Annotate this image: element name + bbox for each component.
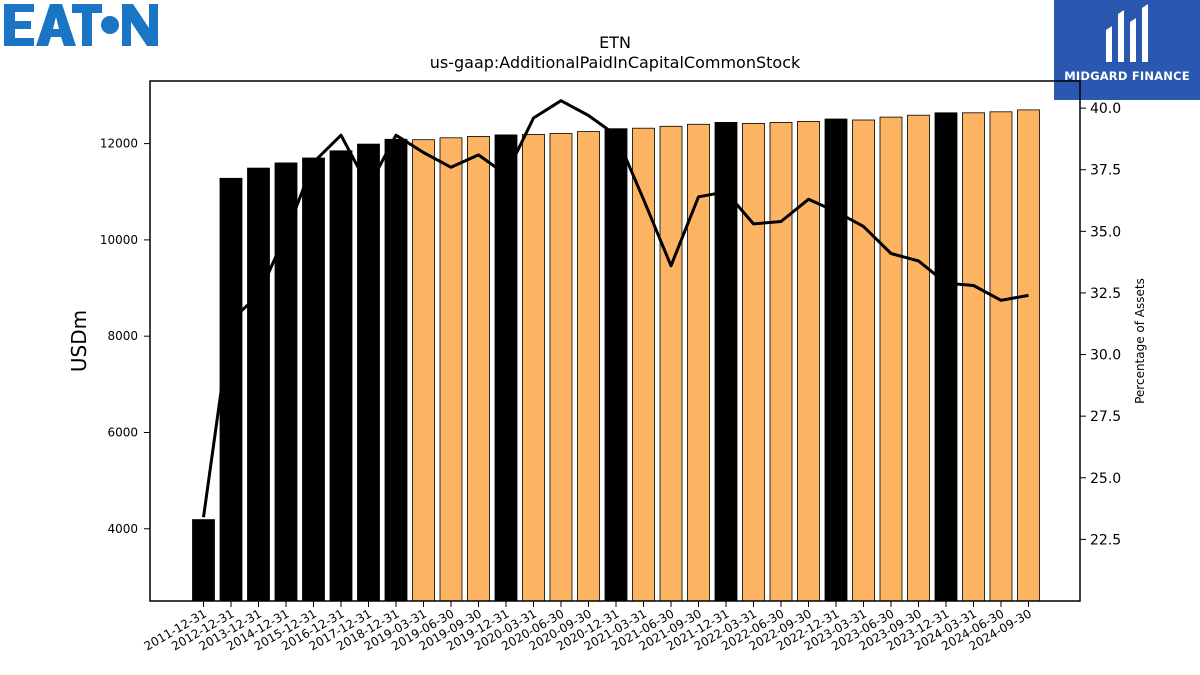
logo-letter-t <box>72 4 102 46</box>
logo-letter-o <box>101 16 119 34</box>
y-tick-label-6000: 6000 <box>107 425 138 439</box>
bar-2023-09-30 <box>907 114 930 602</box>
line-layer <box>202 99 1029 518</box>
bar-2018-12-31 <box>384 138 408 602</box>
eaton-logo <box>4 4 160 48</box>
bar-2011-12-31 <box>192 519 215 602</box>
bar-2019-09-30 <box>467 135 490 602</box>
bar-2015-12-31 <box>302 157 325 602</box>
y-axis-right: 22.5 25.0 27.5 30.0 32.5 35.0 37.5 40.0 <box>1080 101 1121 548</box>
bar-2022-03-31 <box>742 123 765 602</box>
y2-tick-label-27.5: 27.5 <box>1090 409 1121 425</box>
bar-2021-06-30 <box>659 125 683 602</box>
y2-tick-label-35.0: 35.0 <box>1090 224 1121 240</box>
y-tick-label-8000: 8000 <box>107 329 138 343</box>
bar-2014-12-31 <box>274 162 298 602</box>
midgard-finance-name: MIDGARD FINANCE <box>1064 69 1190 83</box>
bar-2023-12-31 <box>934 112 958 602</box>
y-axis-left: 4000 6000 8000 10000 12000 <box>100 137 150 536</box>
bar-2020-03-31 <box>522 133 545 602</box>
y2-tick-label-37.5: 37.5 <box>1090 163 1121 179</box>
plot-frame <box>149 80 1081 602</box>
y2-tick-label-32.5: 32.5 <box>1090 286 1121 302</box>
bar-2022-09-30 <box>797 121 820 602</box>
bar-2013-12-31 <box>247 167 270 602</box>
y2-axis-label: Percentage of Assets <box>1133 278 1147 404</box>
bar-2019-06-30 <box>439 137 463 602</box>
midgard-finance-logo: MIDGARD FINANCE <box>1054 0 1200 100</box>
bar-2022-06-30 <box>769 122 793 602</box>
bar-2024-06-30 <box>989 111 1013 602</box>
logo-letter-n <box>122 4 158 46</box>
chart-title: ETN <box>599 33 631 52</box>
bar-2017-12-31 <box>357 143 380 602</box>
logo-letter-a <box>36 4 76 46</box>
y-tick-label-4000: 4000 <box>107 522 138 536</box>
pct-of-assets-line <box>202 99 1029 518</box>
y2-tick-label-25.0: 25.0 <box>1090 471 1121 487</box>
y-axis-label: USDm <box>67 310 91 372</box>
y2-tick-label-22.5: 22.5 <box>1090 532 1121 548</box>
bar-2023-03-31 <box>852 119 875 602</box>
bar-2020-06-30 <box>549 133 573 602</box>
chart-subtitle: us-gaap:AdditionalPaidInCapitalCommonSto… <box>430 53 801 72</box>
y2-tick-label-40.0: 40.0 <box>1090 101 1121 117</box>
bar-2012-12-31 <box>219 177 243 602</box>
y2-tick-label-30.0: 30.0 <box>1090 348 1121 364</box>
bar-2022-12-31 <box>824 118 848 602</box>
x-axis: 2011-12-312012-12-312013-12-312014-12-31… <box>142 601 1034 653</box>
bar-2019-12-31 <box>494 134 518 602</box>
bar-2024-03-31 <box>962 112 985 602</box>
bar-2020-09-30 <box>577 131 600 602</box>
bars-layer <box>192 109 1040 602</box>
bar-2024-09-30 <box>1017 109 1040 602</box>
y-tick-label-10000: 10000 <box>100 233 138 247</box>
midgard-mark-icon <box>1106 4 1148 62</box>
y-tick-label-12000: 12000 <box>100 137 138 151</box>
bar-2020-12-31 <box>604 128 628 602</box>
logo-letter-e <box>4 4 34 46</box>
bar-2019-03-31 <box>412 139 435 602</box>
bar-2016-12-31 <box>329 150 353 602</box>
bar-2023-06-30 <box>879 116 903 602</box>
